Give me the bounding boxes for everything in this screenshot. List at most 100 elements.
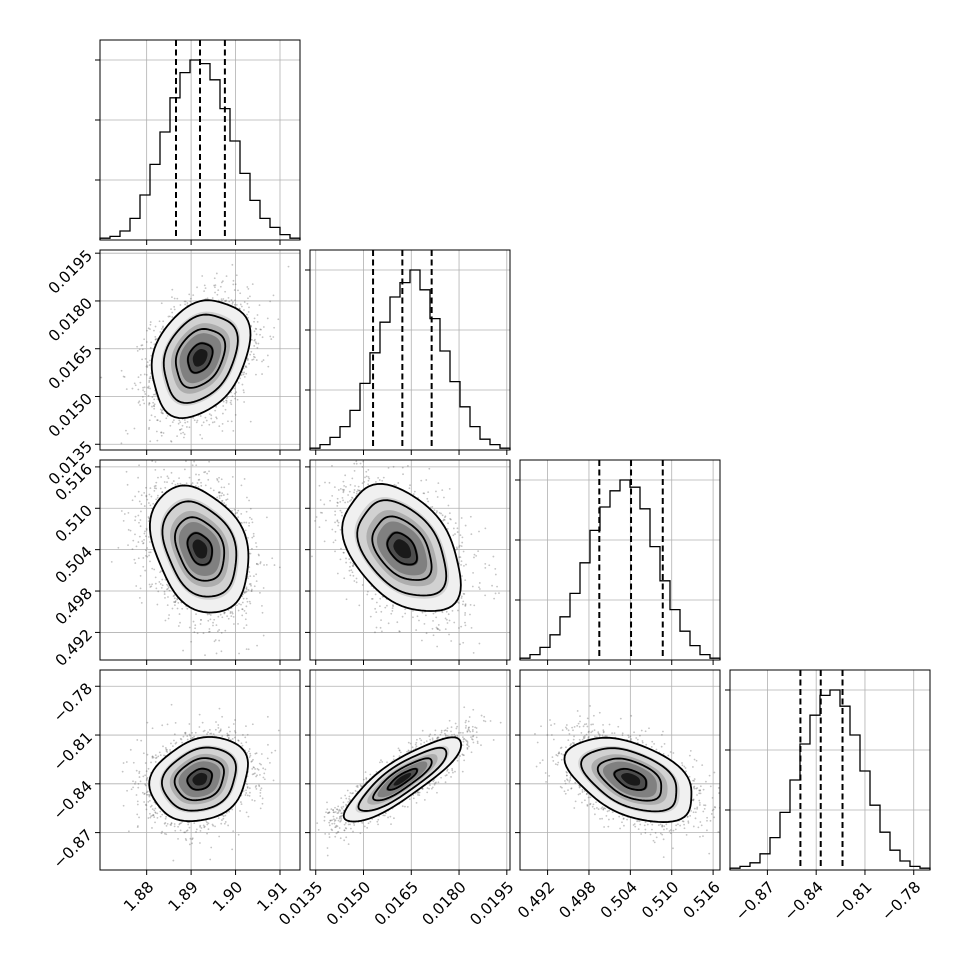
sample-point bbox=[159, 408, 162, 411]
sample-point bbox=[151, 567, 154, 570]
sample-point bbox=[433, 779, 436, 781]
sample-point bbox=[148, 493, 151, 496]
panel-2-2 bbox=[515, 459, 721, 665]
panel-frame bbox=[309, 249, 511, 451]
sample-point bbox=[220, 298, 223, 301]
sample-point bbox=[250, 588, 253, 591]
sample-point bbox=[381, 595, 384, 598]
sample-point bbox=[149, 375, 152, 378]
sample-point bbox=[380, 610, 383, 613]
sample-point bbox=[223, 611, 226, 614]
sample-point bbox=[160, 570, 162, 572]
sample-point bbox=[170, 308, 172, 311]
sample-point bbox=[344, 827, 347, 829]
sample-point bbox=[383, 814, 386, 817]
sample-point bbox=[221, 430, 224, 432]
sample-point bbox=[287, 265, 290, 268]
sample-point bbox=[137, 786, 140, 789]
sample-point bbox=[214, 291, 216, 294]
sample-point bbox=[251, 799, 254, 801]
sample-point bbox=[324, 481, 326, 484]
sample-point bbox=[241, 601, 244, 604]
sample-point bbox=[348, 569, 351, 572]
sample-point bbox=[251, 760, 253, 762]
sample-point bbox=[149, 346, 152, 349]
sample-point bbox=[224, 664, 226, 666]
sample-point bbox=[152, 814, 155, 817]
sample-point bbox=[171, 421, 174, 424]
y-tick-label: 0.0195 bbox=[45, 246, 96, 297]
sample-point bbox=[339, 558, 342, 561]
sample-point bbox=[318, 484, 321, 487]
sample-point bbox=[226, 493, 229, 496]
sample-point bbox=[273, 564, 276, 566]
sample-point bbox=[148, 402, 151, 405]
sample-point bbox=[448, 719, 451, 722]
sample-point bbox=[193, 460, 196, 463]
sample-point bbox=[475, 736, 478, 739]
sample-point bbox=[148, 517, 150, 520]
sample-point bbox=[269, 300, 272, 303]
sample-point bbox=[205, 419, 208, 422]
sample-point bbox=[363, 481, 366, 483]
sample-point bbox=[170, 440, 173, 443]
sample-point bbox=[460, 560, 463, 563]
sample-point bbox=[144, 803, 147, 806]
sample-point bbox=[398, 630, 401, 633]
sample-point bbox=[460, 517, 463, 519]
sample-point bbox=[328, 833, 330, 835]
sample-point bbox=[446, 622, 449, 624]
sample-point bbox=[135, 769, 138, 772]
sample-point bbox=[225, 299, 228, 302]
sample-point bbox=[447, 522, 449, 525]
sample-point bbox=[145, 494, 148, 497]
sample-point bbox=[202, 730, 205, 733]
sample-point bbox=[149, 551, 152, 554]
sample-point bbox=[253, 330, 256, 333]
sample-point bbox=[437, 628, 440, 631]
sample-point bbox=[201, 721, 204, 724]
sample-point bbox=[184, 300, 187, 303]
sample-point bbox=[226, 734, 229, 737]
sample-point bbox=[340, 797, 343, 799]
sample-point bbox=[432, 612, 435, 615]
sample-point bbox=[274, 749, 277, 752]
sample-point bbox=[164, 486, 167, 489]
sample-point bbox=[137, 476, 139, 479]
density-layer bbox=[110, 460, 281, 666]
sample-point bbox=[125, 761, 128, 763]
sample-point bbox=[434, 611, 437, 614]
sample-point bbox=[154, 754, 157, 757]
sample-point bbox=[467, 720, 470, 723]
sample-point bbox=[355, 460, 358, 463]
sample-point bbox=[263, 772, 266, 775]
sample-point bbox=[207, 822, 210, 825]
sample-point bbox=[461, 753, 464, 756]
sample-point bbox=[234, 719, 236, 721]
sample-point bbox=[452, 527, 455, 530]
density-band bbox=[192, 349, 208, 367]
sample-point bbox=[145, 341, 148, 343]
sample-point bbox=[183, 433, 186, 436]
sample-point bbox=[444, 617, 447, 620]
sample-point bbox=[444, 732, 446, 735]
sample-point bbox=[208, 613, 211, 615]
sample-point bbox=[418, 619, 420, 622]
sample-point bbox=[184, 732, 187, 735]
sample-point bbox=[401, 615, 404, 618]
sample-point bbox=[255, 752, 258, 755]
sample-point bbox=[366, 826, 369, 829]
sample-point bbox=[161, 491, 164, 494]
sample-point bbox=[166, 604, 169, 606]
sample-point bbox=[222, 400, 225, 403]
sample-point bbox=[361, 822, 364, 824]
sample-point bbox=[206, 613, 209, 616]
sample-point bbox=[238, 307, 241, 310]
sample-point bbox=[438, 629, 441, 632]
sample-point bbox=[176, 482, 179, 485]
sample-point bbox=[345, 561, 348, 564]
sample-point bbox=[208, 630, 211, 633]
sample-point bbox=[143, 386, 146, 389]
sample-point bbox=[476, 740, 479, 743]
sample-point bbox=[154, 335, 157, 338]
